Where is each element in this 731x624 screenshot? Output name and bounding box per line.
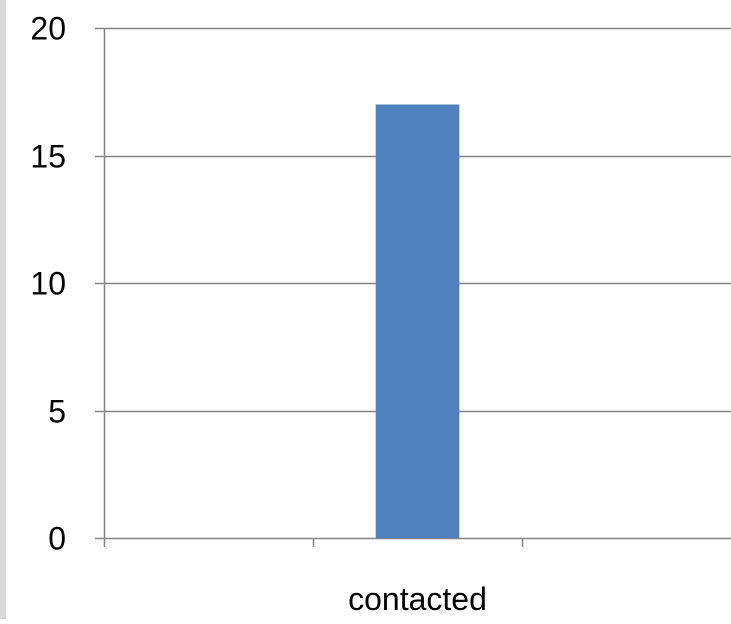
- y-tick-label: 20: [30, 11, 66, 47]
- x-category-label: contacted: [348, 581, 487, 617]
- y-tick-label: 5: [48, 394, 66, 430]
- y-tick-label: 15: [30, 139, 66, 175]
- left-edge-strip: [0, 0, 6, 619]
- y-tick-label: 0: [48, 521, 66, 557]
- bar-contacted: [375, 104, 460, 538]
- y-tick-label: 10: [30, 266, 66, 302]
